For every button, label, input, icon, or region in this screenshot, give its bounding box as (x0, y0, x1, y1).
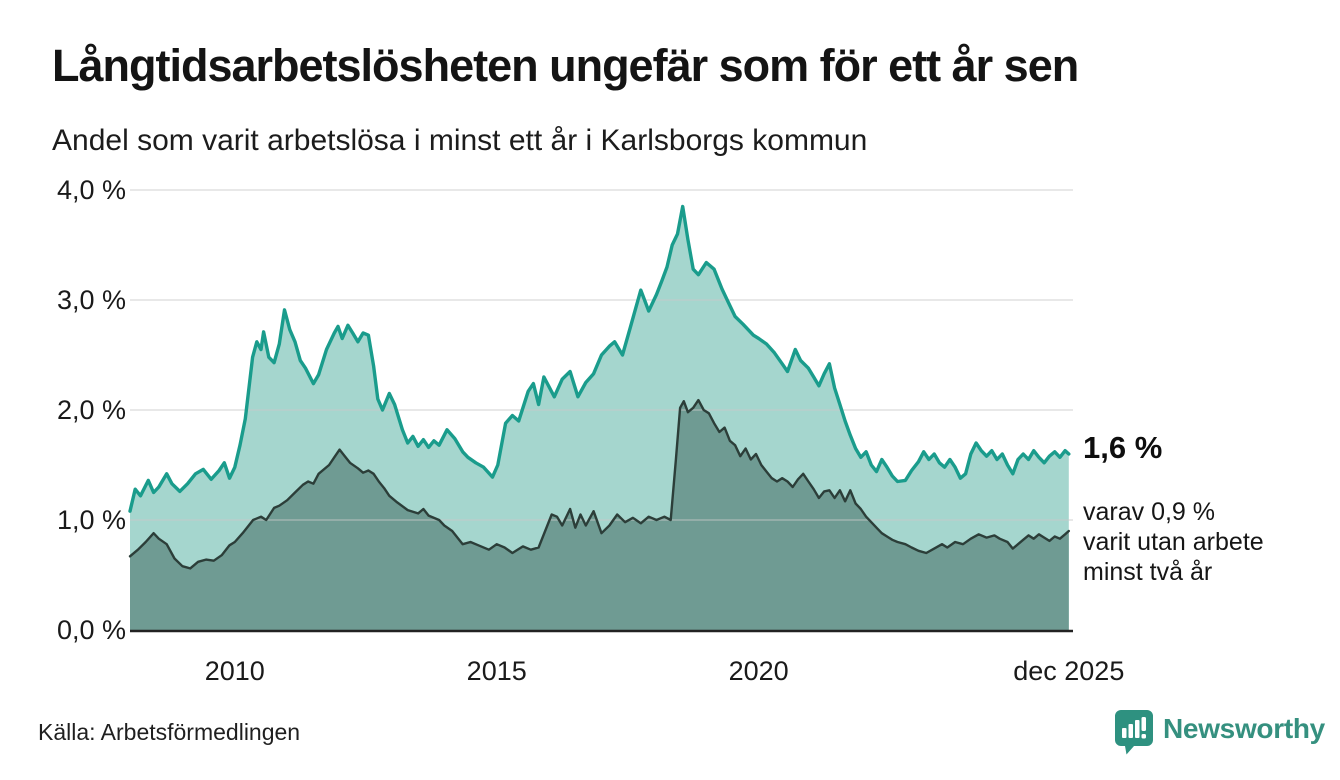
y-axis-tick-label: 2,0 % (56, 395, 126, 425)
latest-value-label: 1,6 % (1083, 430, 1163, 465)
secondary-value-annotation: varav 0,9 % varit utan arbete minst två … (1083, 497, 1264, 587)
annotation-line: varit utan arbete (1083, 528, 1264, 556)
y-axis-tick-label: 1,0 % (56, 505, 126, 535)
x-axis-tick-label: 2020 (728, 656, 789, 686)
y-axis-tick-label: 3,0 % (56, 285, 126, 315)
y-axis-tick-label: 4,0 % (56, 175, 126, 205)
series-area-2yr (130, 400, 1069, 630)
newsworthy-logo: Newsworthy (1114, 708, 1325, 756)
annotation-line: minst två år (1083, 558, 1213, 586)
newsworthy-logo-icon (1115, 710, 1153, 755)
series-line-2yr (128, 398, 1070, 570)
y-axis-tick-label: 0,0 % (56, 615, 126, 645)
x-axis-tick-label: 2010 (204, 656, 265, 686)
chart-subtitle: Andel som varit arbetslösa i minst ett å… (52, 124, 868, 157)
annotation-line: varav 0,9 % (1083, 498, 1216, 526)
x-axis-tick-label: dec 2025 (1013, 656, 1125, 686)
page-title: Långtidsarbetslösheten ungefär som för e… (52, 40, 1079, 91)
newsworthy-logo-text: Newsworthy (1163, 713, 1325, 744)
source-label: Källa: Arbetsförmedlingen (38, 719, 301, 745)
x-axis-tick-label: 2015 (466, 656, 527, 686)
series-line-1yr (128, 204, 1071, 513)
